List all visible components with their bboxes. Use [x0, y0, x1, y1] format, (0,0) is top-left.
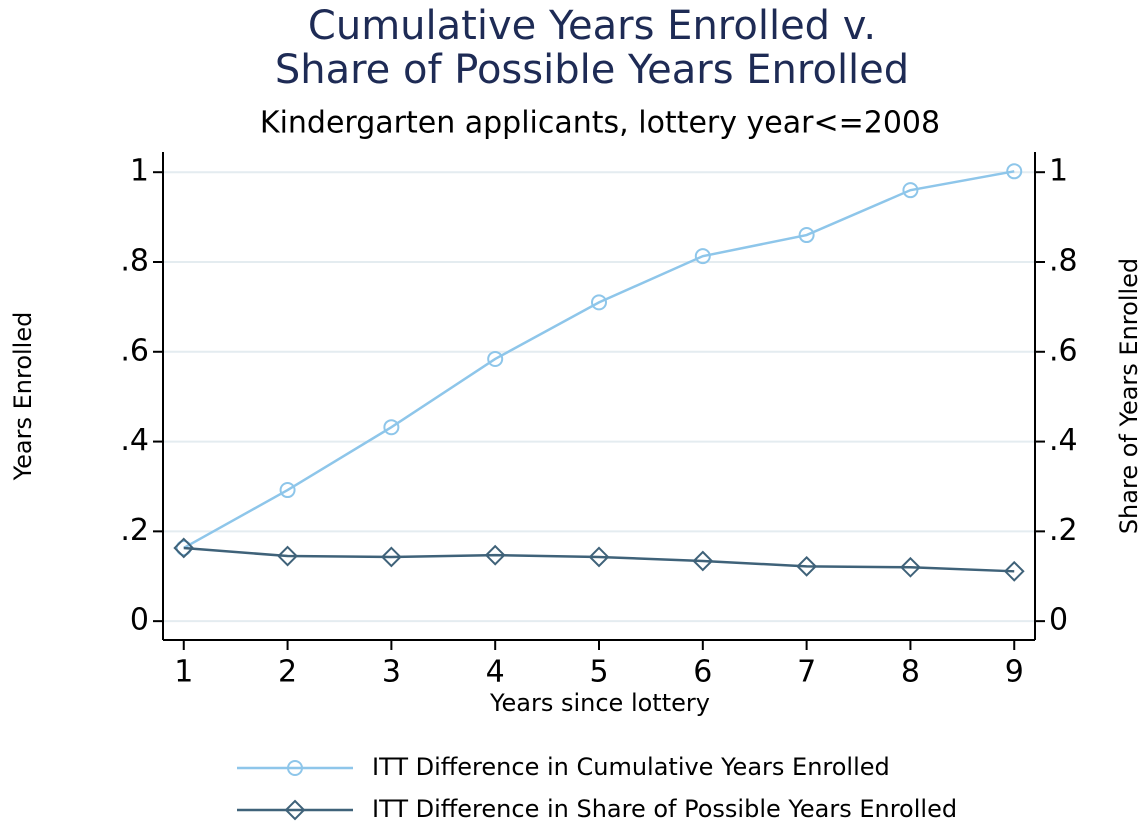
marker [1003, 560, 1025, 582]
chart-title: Cumulative Years Enrolled v. [308, 3, 876, 49]
x-tick-label: 9 [1005, 655, 1024, 690]
marker [1006, 163, 1023, 180]
series-line [183, 170, 1015, 550]
marker [588, 546, 610, 568]
y-tick-label: 0 [130, 603, 149, 638]
marker [173, 537, 195, 559]
x-axis-label: Years since lottery [489, 689, 710, 717]
y2-tick-label: .8 [1049, 243, 1078, 278]
x-tick-label: 5 [589, 655, 608, 690]
marker [277, 545, 298, 567]
marker [591, 294, 607, 311]
y-tick-label: .8 [120, 243, 149, 278]
y2-tick-label: .6 [1049, 333, 1078, 368]
x-tick-label: 2 [278, 655, 297, 690]
legend-marker [284, 799, 306, 821]
y2-tick-label: 1 [1049, 154, 1068, 189]
chart-title: Share of Possible Years Enrolled [275, 47, 909, 93]
chart-subtitle: Kindergarten applicants, lottery year<=2… [260, 106, 940, 141]
y-tick-label: .2 [120, 513, 149, 548]
y2-tick-label: 0 [1049, 603, 1068, 638]
x-tick-label: 7 [797, 655, 816, 690]
marker [692, 550, 714, 572]
y2-axis-label: Share of Years Enrolled [1115, 258, 1143, 534]
legend-marker [287, 760, 303, 776]
marker [279, 482, 296, 499]
x-tick-label: 6 [693, 655, 712, 690]
marker [694, 248, 711, 265]
marker [487, 350, 504, 367]
marker [900, 556, 921, 578]
y-axis-label: Years Enrolled [9, 312, 37, 482]
marker [902, 182, 919, 199]
marker [798, 227, 815, 244]
x-tick-label: 3 [382, 655, 401, 690]
series-line [183, 546, 1015, 573]
y-tick-label: .6 [120, 333, 149, 368]
x-tick-label: 1 [174, 655, 193, 690]
marker [383, 419, 400, 436]
x-tick-label: 4 [486, 655, 505, 690]
legend-text: ITT Difference in Cumulative Years Enrol… [372, 753, 890, 781]
y-tick-label: 1 [130, 154, 149, 189]
marker [484, 544, 506, 566]
x-tick-label: 8 [901, 655, 920, 690]
marker [380, 546, 402, 568]
marker [796, 555, 818, 577]
y2-tick-label: .4 [1049, 423, 1078, 458]
legend-text: ITT Difference in Share of Possible Year… [372, 795, 957, 823]
y-tick-label: .4 [120, 423, 149, 458]
y2-tick-label: .2 [1049, 513, 1078, 548]
